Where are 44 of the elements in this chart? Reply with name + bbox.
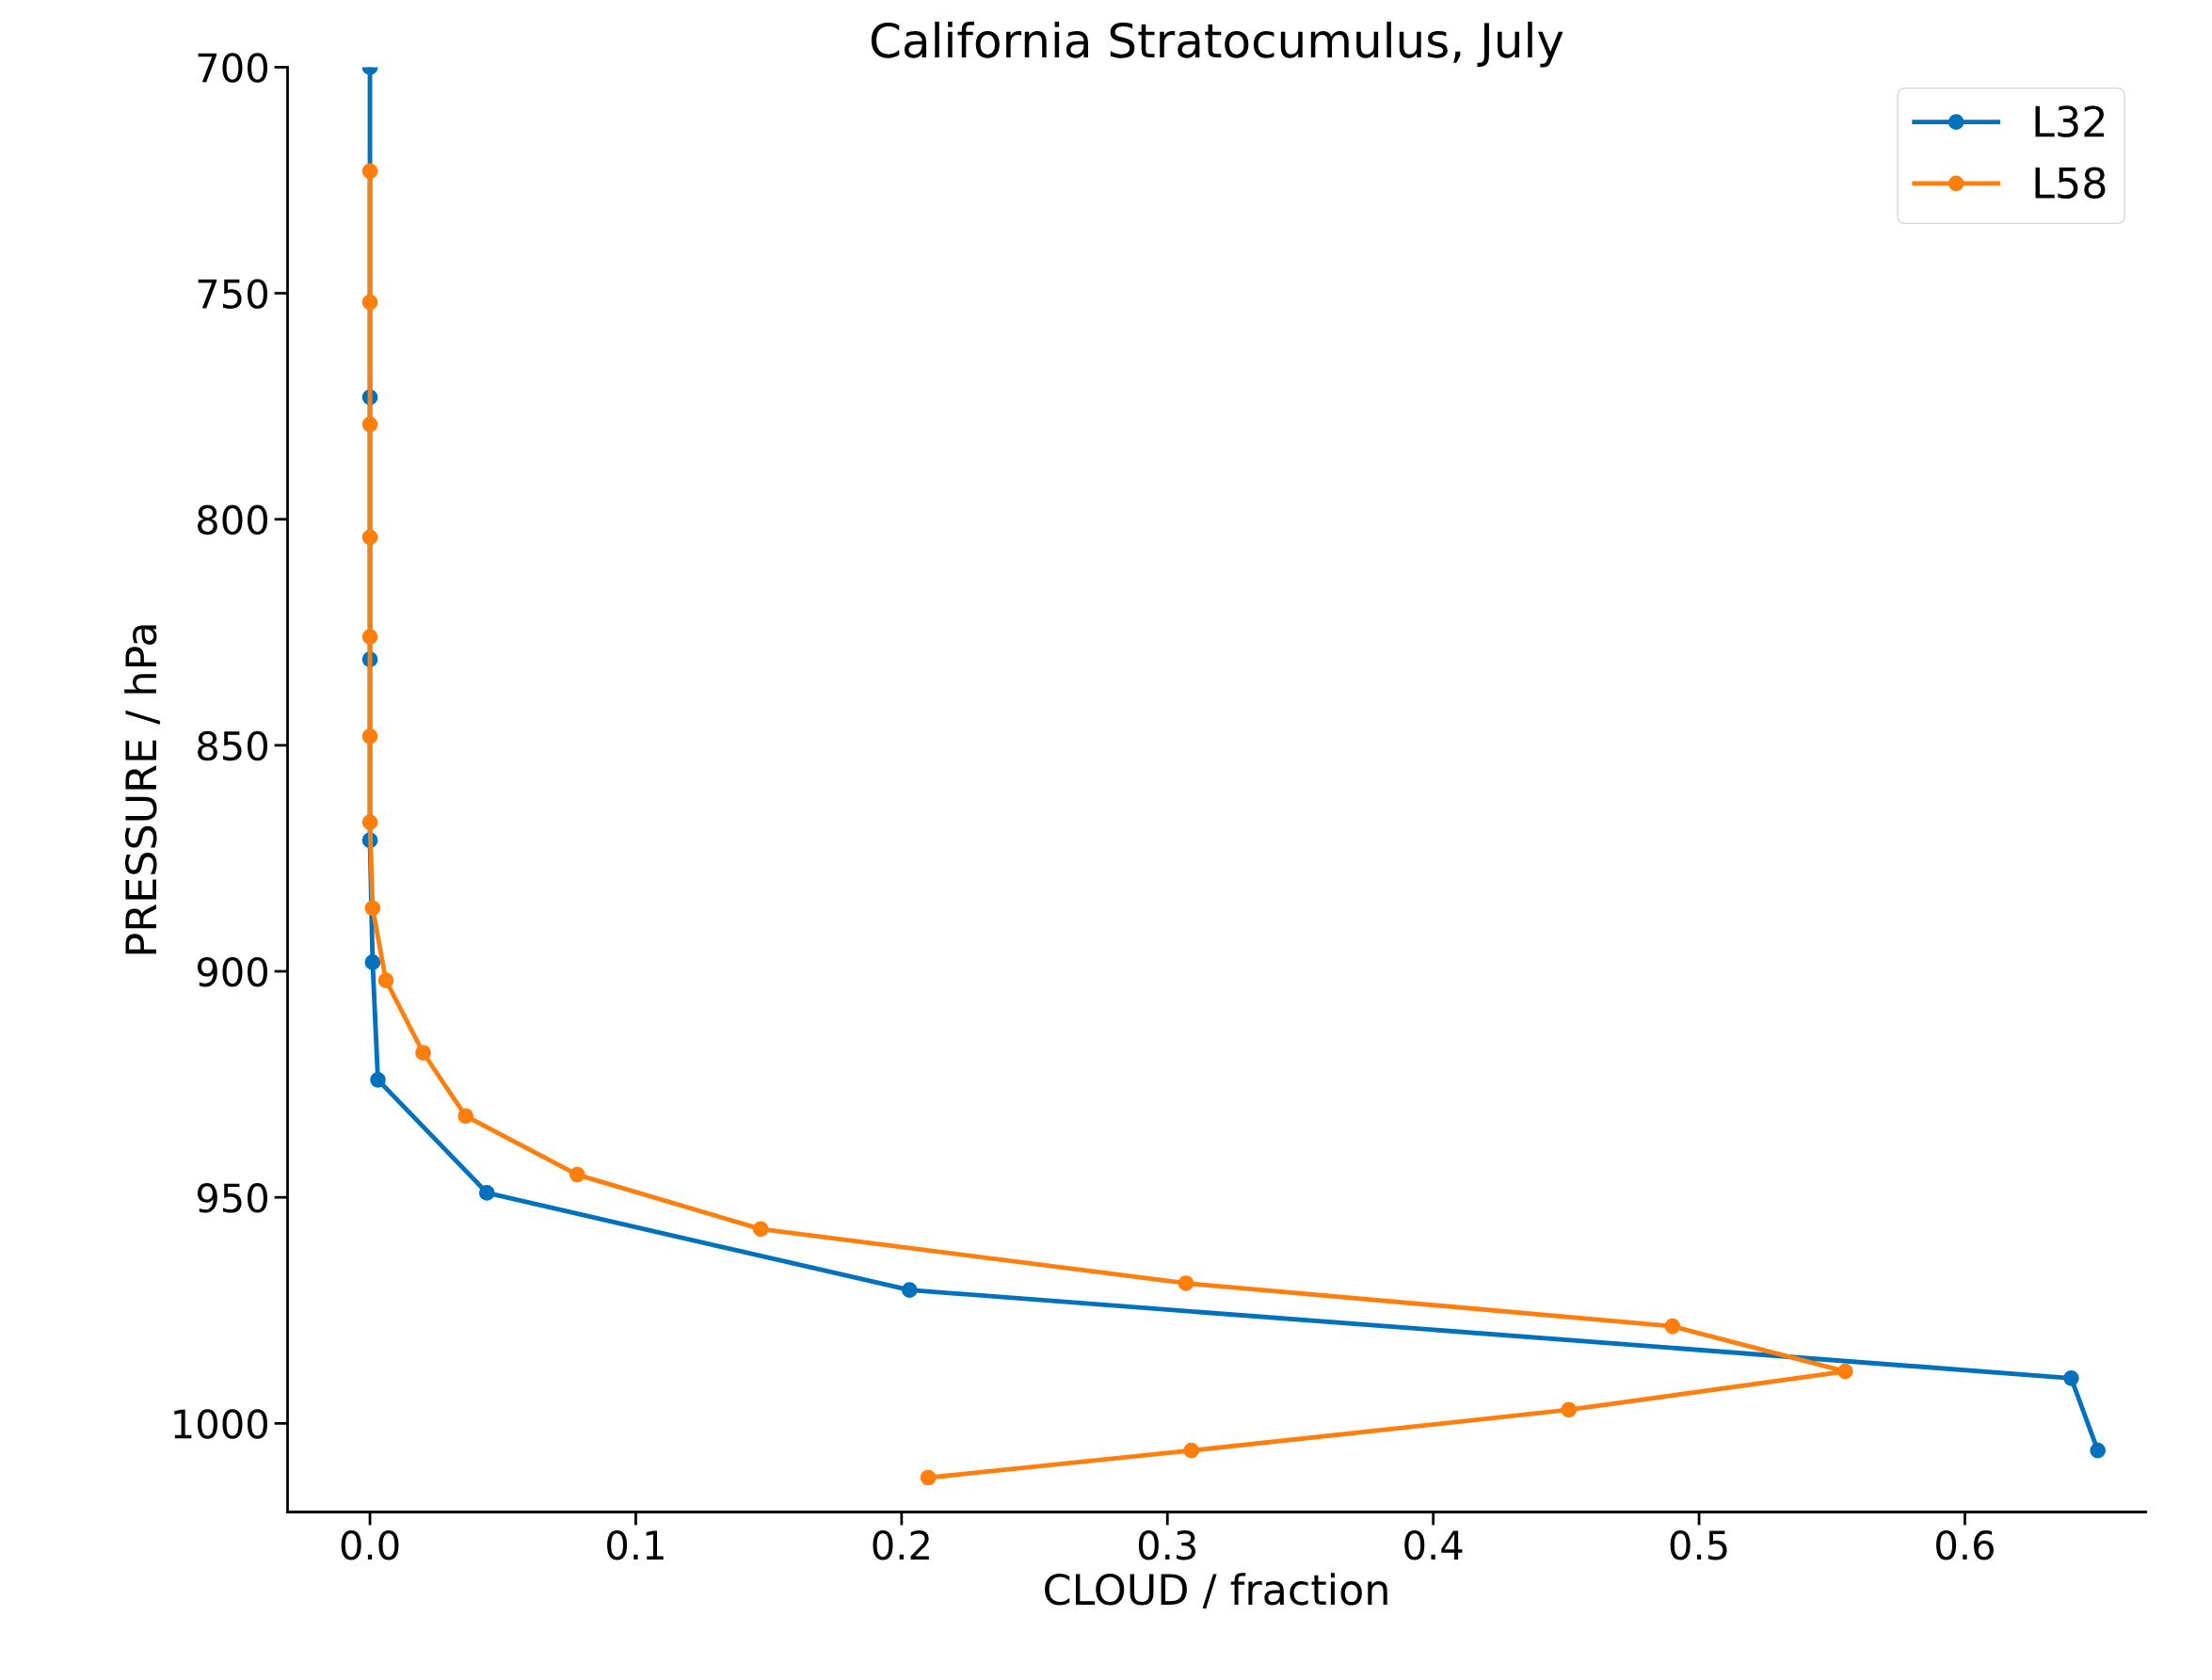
point — [2063, 1369, 2079, 1386]
x-tick-label: 0.4 — [1404, 1529, 1463, 1560]
point — [361, 294, 378, 311]
point — [2090, 1442, 2107, 1459]
point — [361, 814, 378, 830]
point — [920, 1469, 937, 1486]
y-tick-label: 800 — [198, 504, 267, 536]
point — [361, 629, 378, 645]
y-axis-title: PRESSURE / hPa — [124, 625, 161, 954]
point — [1178, 1275, 1194, 1291]
x-tick-label: 0.6 — [1936, 1529, 1994, 1560]
legend-label: L58 — [2035, 167, 2106, 200]
point — [361, 416, 378, 433]
point — [478, 1185, 495, 1201]
y-tick-label: 950 — [197, 1183, 267, 1213]
point — [1561, 1401, 1578, 1418]
point — [901, 1282, 918, 1298]
x-tick-label: 0.2 — [873, 1529, 929, 1560]
x-tick-label: 0.3 — [1138, 1529, 1196, 1560]
point — [370, 1071, 386, 1088]
y-tick-label: 700 — [198, 53, 267, 83]
point — [457, 1108, 474, 1125]
legend-label: L32 — [2035, 105, 2105, 137]
point — [361, 163, 378, 180]
point — [377, 972, 394, 988]
y-tick-label: 850 — [198, 730, 267, 761]
point — [361, 529, 378, 546]
x-tick-label: 0.5 — [1670, 1529, 1727, 1560]
x-tick-label: 0.1 — [607, 1529, 664, 1560]
point — [1664, 1318, 1681, 1335]
x-axis-title: CLOUD / fraction — [1045, 1573, 1387, 1609]
point — [364, 954, 381, 970]
point — [415, 1045, 431, 1061]
point — [1183, 1442, 1200, 1459]
point — [569, 1166, 585, 1183]
y-tick-label: 1000 — [174, 1409, 267, 1439]
point — [752, 1221, 769, 1238]
y-tick-label: 750 — [198, 279, 267, 309]
x-tick-label: 0.0 — [341, 1529, 399, 1560]
point — [364, 900, 381, 917]
y-tick-label: 900 — [197, 956, 267, 987]
point — [361, 728, 378, 744]
chart-title: California Stratocumulus, July — [871, 22, 1563, 68]
point — [1837, 1363, 1853, 1380]
